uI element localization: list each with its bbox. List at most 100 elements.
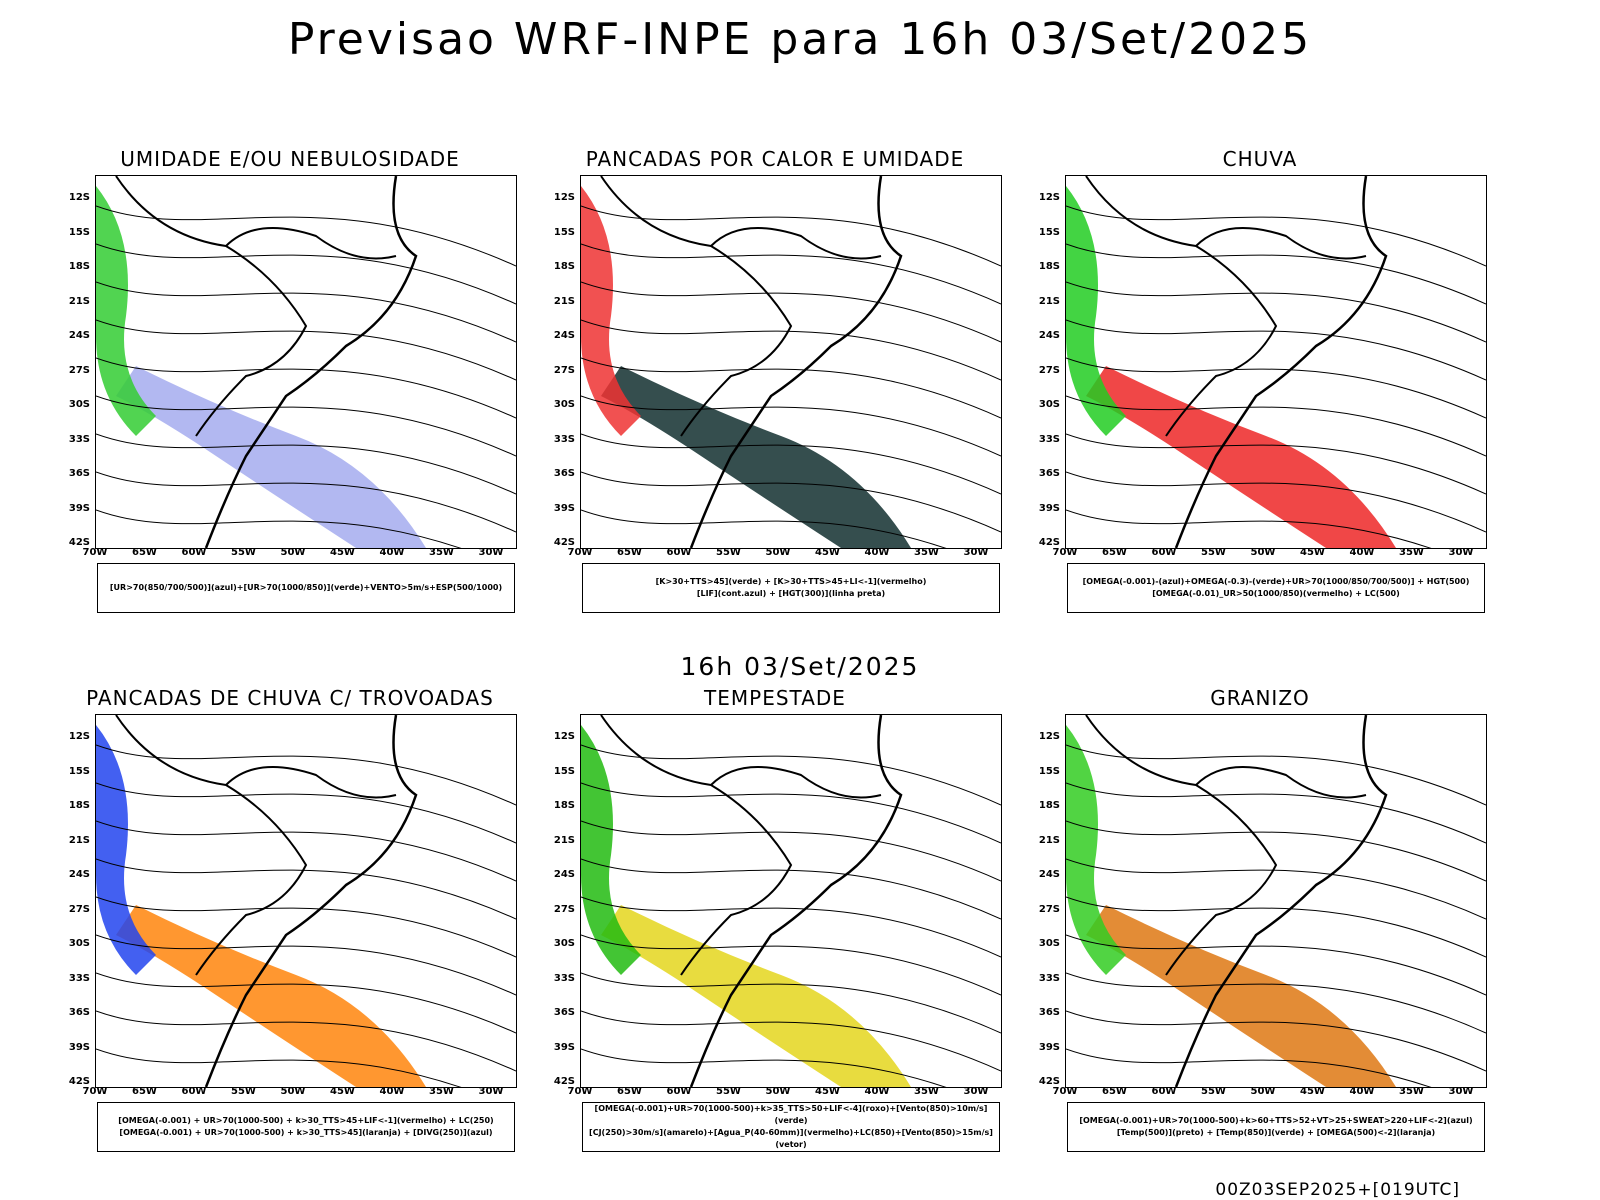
lat-label: 33S: [68, 972, 90, 984]
lon-label: 50W: [1250, 1086, 1276, 1097]
lon-label: 65W: [132, 547, 157, 558]
panel-title: PANCADAS DE CHUVA C/ TROVOADAS: [86, 686, 494, 710]
lat-label: 42S: [553, 537, 575, 548]
contour-line: [1066, 934, 1486, 996]
lat-label: 27S: [553, 903, 575, 915]
field-area-primary: [601, 905, 911, 1087]
lon-label: 60W: [666, 547, 692, 558]
contour-line: [1066, 471, 1486, 533]
contour-line: [581, 243, 1001, 305]
contour-line: [581, 205, 1001, 267]
legend-line-2: [OMEGA(-0.001) + UR>70(1000-500) + k>30_…: [119, 1128, 493, 1137]
lat-label: 42S: [1038, 537, 1060, 548]
contour-line: [96, 820, 516, 882]
lon-label: 45W: [330, 547, 355, 558]
map-canvas: [581, 715, 1001, 1087]
lon-label: 50W: [1250, 547, 1276, 558]
contour-line: [96, 972, 516, 1034]
panel-title: UMIDADE E/OU NEBULOSIDADE: [120, 147, 460, 171]
lat-label: 18S: [68, 261, 90, 272]
lon-label: 45W: [815, 1086, 840, 1097]
contour-line: [1066, 205, 1486, 267]
lat-label: 39S: [1038, 1041, 1060, 1053]
lon-label: 30W: [1448, 547, 1474, 558]
lat-label: 18S: [68, 800, 90, 811]
contour-line: [1066, 395, 1486, 457]
lat-label: 21S: [1038, 834, 1060, 846]
lat-label: 30S: [68, 399, 90, 410]
contour-line: [96, 934, 516, 996]
lon-label: 30W: [478, 547, 504, 558]
contour-line: [1066, 433, 1486, 495]
contour-line: [581, 972, 1001, 1034]
lat-label: 30S: [68, 938, 90, 949]
lon-label: 70W: [1052, 547, 1078, 558]
panel-legend: [OMEGA(-0.001)+UR>70(1000-500)+k>35_TTS>…: [582, 1102, 1000, 1152]
contour-line: [1066, 319, 1486, 381]
state-border: [225, 766, 397, 799]
lat-label: 21S: [68, 295, 90, 307]
lon-label: 70W: [82, 1086, 108, 1097]
lat-label: 27S: [1038, 903, 1060, 915]
lat-label: 42S: [1038, 1076, 1060, 1087]
lat-label: 36S: [1038, 468, 1060, 479]
lon-label: 45W: [1300, 1086, 1325, 1097]
lon-label: 55W: [231, 547, 256, 558]
lon-label: 55W: [1201, 1086, 1226, 1097]
lat-label: 18S: [553, 261, 575, 272]
country-border: [600, 715, 793, 976]
lat-label: 24S: [1038, 869, 1060, 880]
legend-line-1: [K>30+TTS>45](verde) + [K>30+TTS>45+LI<-…: [655, 577, 927, 586]
lon-label: 65W: [132, 1086, 157, 1097]
lon-label: 35W: [1399, 1086, 1424, 1097]
lon-label: 60W: [1151, 1086, 1177, 1097]
forecast-map: [1065, 714, 1487, 1088]
country-border: [1085, 176, 1278, 437]
panel-chuva: CHUVA 12S 15S 18S 21S 24S 27S 30S 33S 36S 39S 42S 70…: [1030, 147, 1490, 627]
contour-line: [96, 205, 516, 267]
contour-line: [1066, 1048, 1432, 1087]
contour-line: [1066, 281, 1486, 343]
lon-label: 50W: [765, 547, 791, 558]
lat-label: 15S: [553, 226, 575, 238]
lat-label: 33S: [553, 433, 575, 445]
lat-label: 42S: [68, 1076, 90, 1087]
contour-line: [581, 357, 1001, 419]
lon-label: 60W: [181, 1086, 207, 1097]
lat-label: 39S: [68, 1041, 90, 1053]
lat-label: 12S: [1038, 192, 1060, 203]
lon-label: 30W: [1448, 1086, 1474, 1097]
lon-label: 50W: [280, 1086, 306, 1097]
lon-label: 60W: [666, 1086, 692, 1097]
state-border: [225, 227, 397, 260]
lat-label: 21S: [553, 834, 575, 846]
legend-line-2: [OMEGA(-0.01)_UR>50(1000/850)(vermelho) …: [1152, 589, 1400, 598]
lat-label: 24S: [553, 330, 575, 341]
panel-title: CHUVA: [1222, 147, 1298, 171]
state-border: [1195, 766, 1367, 799]
lon-label: 45W: [815, 547, 840, 558]
coastline: [689, 176, 903, 548]
coastline: [689, 715, 903, 1087]
lat-label: 15S: [68, 226, 90, 238]
lat-label: 18S: [1038, 800, 1060, 811]
lon-label: 65W: [617, 1086, 642, 1097]
contour-line: [581, 782, 1001, 844]
contour-line: [581, 319, 1001, 381]
lat-label: 18S: [553, 800, 575, 811]
lat-label: 12S: [553, 192, 575, 203]
state-border: [710, 227, 882, 260]
contour-line: [1066, 782, 1486, 844]
lat-label: 30S: [553, 399, 575, 410]
lat-label: 27S: [68, 364, 90, 376]
lat-label: 21S: [68, 834, 90, 846]
contour-line: [581, 281, 1001, 343]
contour-line: [581, 744, 1001, 806]
contour-line: [1066, 509, 1432, 548]
contour-line: [581, 858, 1001, 920]
contour-line: [581, 1010, 1001, 1072]
lon-label: 70W: [82, 547, 108, 558]
contour-line: [96, 896, 516, 958]
contour-line: [1066, 972, 1486, 1034]
lon-label: 45W: [330, 1086, 355, 1097]
